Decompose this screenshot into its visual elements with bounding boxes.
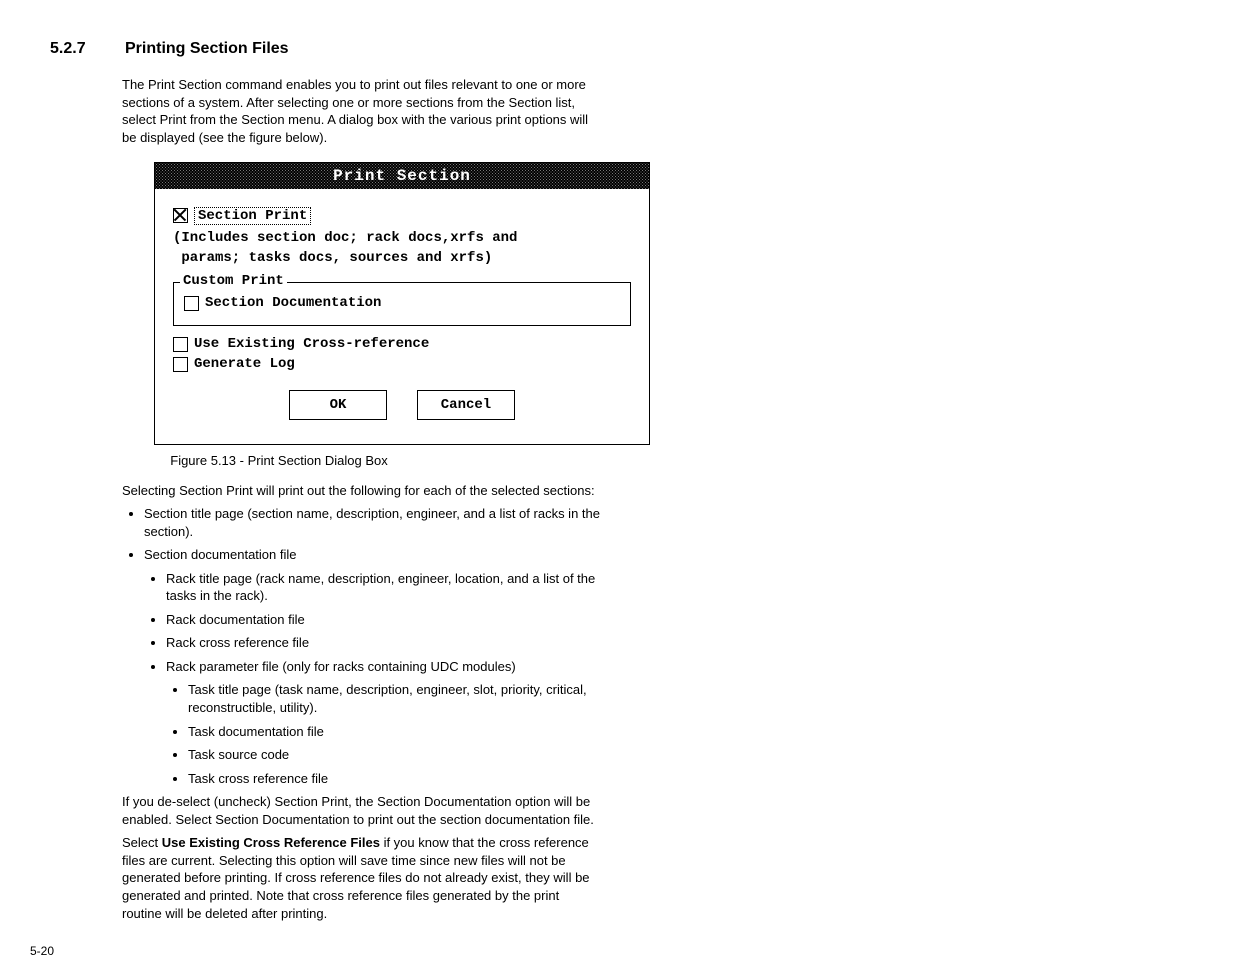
section-title: Printing Section Files	[125, 40, 289, 58]
bullet-item: Rack title page (rack name, description,…	[166, 570, 602, 605]
after-paragraph: Selecting Section Print will print out t…	[122, 482, 602, 500]
bullet-item: Rack parameter file (only for racks cont…	[166, 658, 602, 787]
section-print-desc-line2: params; tasks docs, sources and xrfs)	[173, 249, 631, 267]
generate-log-label: Generate Log	[194, 356, 295, 372]
section-print-row: Section Print	[173, 207, 631, 225]
bullet-text: Section documentation file	[144, 547, 296, 562]
bullet-item: Section documentation file Rack title pa…	[144, 546, 602, 787]
figure-caption: Figure 5.13 - Print Section Dialog Box	[32, 453, 526, 468]
dialog-button-row: OK Cancel	[173, 390, 631, 420]
ok-button[interactable]: OK	[289, 390, 387, 420]
dialog-title: Print Section	[155, 163, 649, 189]
section-doc-row: Section Documentation	[184, 295, 620, 311]
cancel-button[interactable]: Cancel	[417, 390, 515, 420]
bullet-list-level2: Rack title page (rack name, description,…	[144, 570, 602, 787]
section-print-desc-line1: (Includes section doc; rack docs,xrfs an…	[173, 229, 631, 247]
print-section-dialog: Print Section Section Print (Includes se…	[154, 162, 650, 444]
page-number: 5-20	[30, 944, 54, 958]
bullet-item: Task cross reference file	[188, 770, 602, 788]
section-doc-label: Section Documentation	[205, 295, 381, 311]
document-page: 5.2.7 Printing Section Files The Print S…	[0, 0, 1235, 968]
bullet-text: Rack parameter file (only for racks cont…	[166, 659, 516, 674]
xref-bold: Use Existing Cross Reference Files	[162, 835, 380, 850]
bullet-list-level1: Section title page (section name, descri…	[122, 505, 602, 787]
bullet-list-level3: Task title page (task name, description,…	[166, 681, 602, 787]
dialog-body: Section Print (Includes section doc; rac…	[155, 189, 649, 443]
body-column: The Print Section command enables you to…	[122, 40, 602, 922]
section-doc-checkbox[interactable]	[184, 296, 199, 311]
section-number: 5.2.7	[50, 40, 86, 58]
generate-log-checkbox[interactable]	[173, 357, 188, 372]
xref-paragraph: Select Use Existing Cross Reference File…	[122, 834, 602, 922]
use-xref-label: Use Existing Cross-reference	[194, 336, 429, 352]
use-xref-checkbox[interactable]	[173, 337, 188, 352]
section-print-label: Section Print	[194, 207, 311, 225]
generate-log-row: Generate Log	[173, 356, 631, 372]
bullet-item: Task documentation file	[188, 723, 602, 741]
custom-print-group: Custom Print Section Documentation	[173, 282, 631, 326]
use-xref-row: Use Existing Cross-reference	[173, 336, 631, 352]
bullet-item: Section title page (section name, descri…	[144, 505, 602, 540]
deselect-paragraph: If you de-select (uncheck) Section Print…	[122, 793, 602, 828]
section-print-checkbox[interactable]	[173, 208, 188, 223]
bullet-item: Rack documentation file	[166, 611, 602, 629]
intro-paragraph: The Print Section command enables you to…	[122, 76, 602, 146]
bullet-item: Task title page (task name, description,…	[188, 681, 602, 716]
bullet-item: Rack cross reference file	[166, 634, 602, 652]
xref-prefix: Select	[122, 835, 162, 850]
bullet-item: Task source code	[188, 746, 602, 764]
custom-print-legend: Custom Print	[180, 273, 287, 289]
